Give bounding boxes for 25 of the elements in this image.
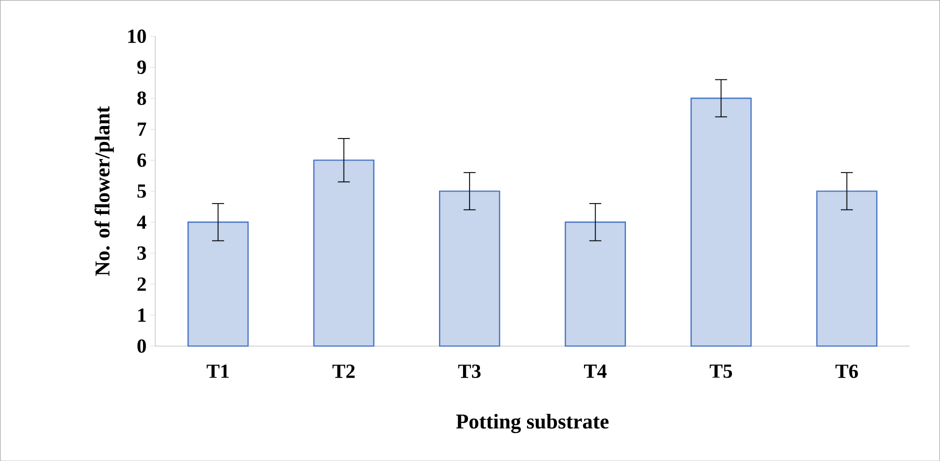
bar bbox=[313, 159, 374, 347]
x-axis-title: Potting substrate bbox=[456, 414, 609, 433]
x-tick-label: T5 bbox=[710, 364, 732, 378]
y-tick-label: 7 bbox=[138, 122, 146, 136]
x-tick-label: T3 bbox=[458, 364, 481, 378]
x-tick-label: T4 bbox=[584, 364, 607, 378]
y-axis-title: No. of flower/plant bbox=[94, 106, 114, 276]
y-tick-label: 6 bbox=[137, 153, 146, 167]
y-tick-label: 3 bbox=[137, 246, 146, 260]
bar bbox=[439, 190, 500, 347]
bar bbox=[564, 221, 626, 347]
y-tick-label: 9 bbox=[137, 60, 146, 74]
bar bbox=[816, 190, 878, 347]
y-tick-label: 5 bbox=[137, 184, 146, 198]
x-tick-label: T1 bbox=[206, 364, 229, 378]
x-tick-label: T6 bbox=[835, 364, 858, 378]
y-tick-label: 1 bbox=[138, 308, 146, 322]
bar bbox=[690, 98, 752, 347]
y-tick-label: 0 bbox=[137, 339, 146, 353]
bar bbox=[188, 221, 249, 347]
y-tick-label: 8 bbox=[137, 91, 146, 105]
y-tick-label: 2 bbox=[138, 277, 146, 291]
y-tick-label: 4 bbox=[136, 215, 146, 229]
x-tick-label: T2 bbox=[332, 364, 355, 378]
y-tick-label: 10 bbox=[128, 29, 146, 43]
